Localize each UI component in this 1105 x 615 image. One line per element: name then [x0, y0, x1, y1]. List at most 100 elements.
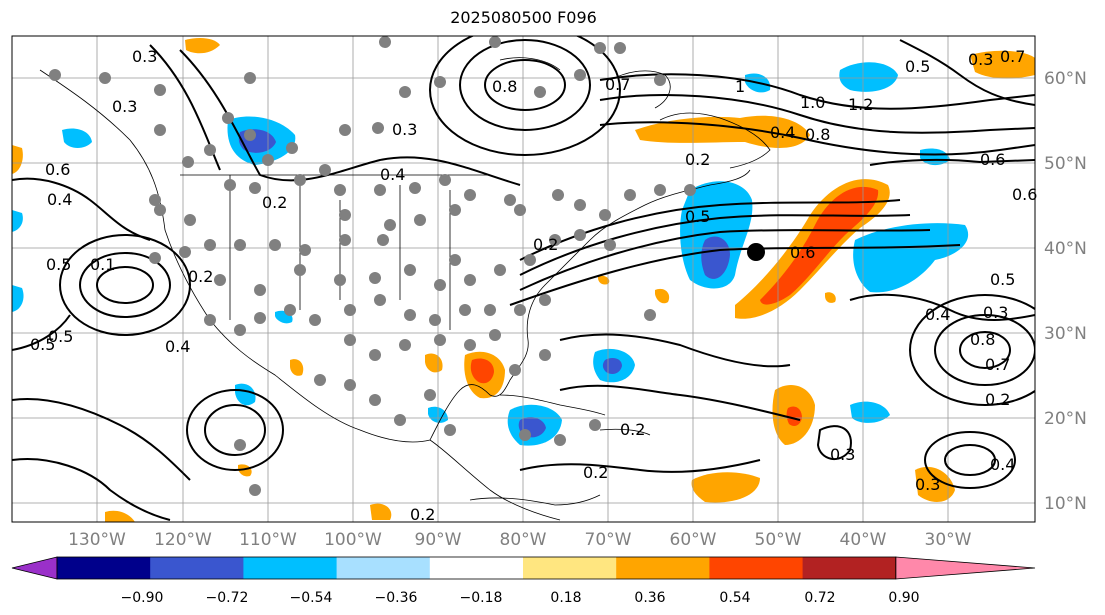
station-marker [444, 424, 456, 436]
colorbar-tick: 0.18 [550, 590, 581, 606]
lat-label: 20°N [1044, 409, 1087, 429]
contour-label: 0.4 [380, 165, 405, 184]
station-marker [234, 239, 246, 251]
colorbar-tick-labels: −0.90 −0.72 −0.54 −0.36 −0.18 0.18 0.36 … [121, 590, 920, 606]
station-marker [424, 389, 436, 401]
station-marker [369, 349, 381, 361]
lon-label: 100°W [324, 530, 382, 550]
colorbar-segment [709, 557, 804, 579]
station-marker [234, 439, 246, 451]
contour-label: 0.5 [905, 57, 930, 76]
lon-label: 90°W [415, 530, 462, 550]
station-marker [654, 184, 666, 196]
contour-label: 0.2 [985, 390, 1010, 409]
contour-label: 0.4 [165, 337, 190, 356]
station-marker [379, 36, 391, 48]
station-marker [269, 239, 281, 251]
contour-label: 0.1 [90, 255, 115, 274]
station-marker [309, 314, 321, 326]
station-marker [604, 239, 616, 251]
station-marker [614, 42, 626, 54]
station-marker [179, 246, 191, 258]
colorbar-segment [523, 557, 617, 579]
station-marker [574, 199, 586, 211]
station-marker [249, 182, 261, 194]
lat-label: 50°N [1044, 154, 1087, 174]
station-marker [154, 84, 166, 96]
station-marker [489, 329, 501, 341]
colorbar-tick: −0.72 [206, 590, 249, 606]
colorbar-segment [616, 557, 710, 579]
shading-layer [12, 37, 1035, 522]
station-marker [249, 484, 261, 496]
colorbar-tick: −0.90 [121, 590, 164, 606]
colorbar-tick: 0.90 [888, 590, 919, 606]
contour-label: 0.6 [790, 243, 815, 262]
contour-label: 0.5 [990, 270, 1015, 289]
contour-label: 0.8 [805, 125, 830, 144]
station-marker [334, 184, 346, 196]
station-markers [49, 36, 696, 496]
map-title: 2025080500 F096 [450, 8, 597, 27]
colorbar-tick: 0.36 [634, 590, 665, 606]
lon-label: 30°W [925, 530, 972, 550]
contour-label: 0.2 [533, 235, 558, 254]
station-marker [339, 234, 351, 246]
contour-label: 0.6 [1012, 185, 1037, 204]
contour-label: 0.7 [985, 355, 1010, 374]
station-marker [404, 264, 416, 276]
station-marker [182, 156, 194, 168]
station-marker [254, 312, 266, 324]
station-marker [514, 204, 526, 216]
contour-label: 0.3 [392, 120, 417, 139]
colorbar-frame [56, 556, 897, 580]
station-marker [494, 264, 506, 276]
map-border [11, 35, 1036, 523]
contour-label: 1.2 [848, 95, 873, 114]
station-marker [224, 179, 236, 191]
station-marker [644, 309, 656, 321]
lat-label: 30°N [1044, 324, 1087, 344]
station-marker [394, 414, 406, 426]
station-marker [372, 122, 384, 134]
colorbar-extend-high [895, 556, 1036, 580]
station-marker [254, 284, 266, 296]
station-marker [374, 184, 386, 196]
station-marker [434, 279, 446, 291]
station-marker [484, 304, 496, 316]
station-marker [489, 36, 501, 48]
station-marker [286, 142, 298, 154]
lat-label: 60°N [1044, 69, 1087, 89]
contour-label: 0.3 [968, 50, 993, 69]
lon-label: 110°W [239, 530, 297, 550]
graticule [12, 36, 1035, 522]
station-marker [204, 144, 216, 156]
station-marker [319, 164, 331, 176]
station-marker [552, 189, 564, 201]
station-marker [204, 314, 216, 326]
contour-label: 0.6 [980, 150, 1005, 169]
contour-label: 0.5 [685, 207, 710, 226]
station-marker [589, 419, 601, 431]
storm-center-marker [747, 243, 765, 261]
station-marker [369, 272, 381, 284]
contour-lines [12, 36, 1035, 521]
colorbar-segment [150, 557, 244, 579]
contour-label: 0.3 [132, 47, 157, 66]
station-marker [284, 304, 296, 316]
station-marker [214, 274, 226, 286]
contour-label: 0.2 [685, 150, 710, 169]
longitude-labels: 130°W 120°W 110°W 100°W 90°W 80°W 70°W 6… [68, 530, 972, 550]
station-marker [439, 174, 451, 186]
contour-label: 0.4 [925, 305, 950, 324]
station-marker [149, 194, 161, 206]
station-marker [409, 182, 421, 194]
station-marker [464, 274, 476, 286]
contour-label: 0.7 [1000, 47, 1025, 66]
station-marker [534, 86, 546, 98]
contour-label: 1 [735, 77, 745, 96]
station-marker [154, 204, 166, 216]
station-marker [377, 234, 389, 246]
station-marker [99, 72, 111, 84]
